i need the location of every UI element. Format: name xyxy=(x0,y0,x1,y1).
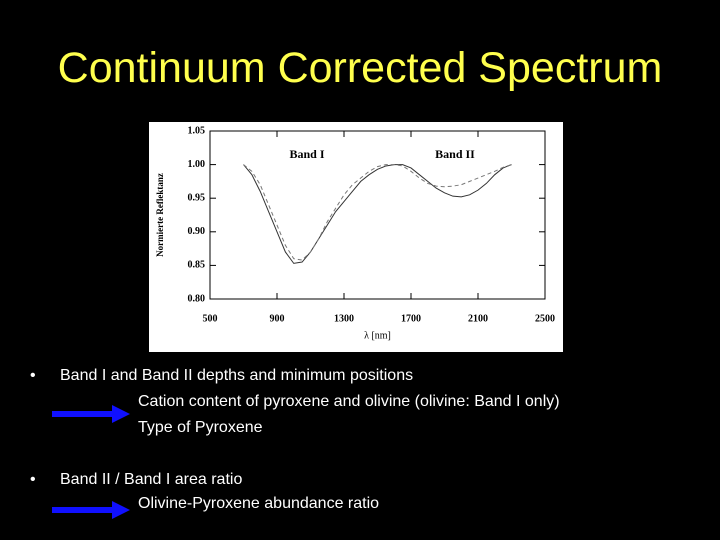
arrow xyxy=(52,405,130,423)
plot-frame xyxy=(209,130,546,300)
x-tick-label: 900 xyxy=(270,313,285,324)
sub-text: Type of Pyroxene xyxy=(138,419,263,436)
spectrum-line xyxy=(243,164,512,261)
x-tick-label: 500 xyxy=(203,313,218,324)
y-tick-label: 1.05 xyxy=(188,125,206,136)
y-tick-label: 0.90 xyxy=(188,226,206,237)
annotation: Band I xyxy=(289,147,324,161)
sub-text: Cation content of pyroxene and olivine (… xyxy=(138,393,560,410)
bullet-text: Band II / Band I area ratio xyxy=(60,471,243,488)
x-tick-label: 1300 xyxy=(334,313,354,324)
bullet-dot: • xyxy=(30,367,36,384)
chart: 0.80 0.85 0.90 0.95 1.00 1.05 500 900 1300 1700 21… xyxy=(155,125,555,341)
y-tick-label: 1.00 xyxy=(188,159,206,170)
bullet-dot: • xyxy=(30,471,36,488)
y-axis-label: Normierte Reflektanz xyxy=(155,173,165,257)
annotation: Band II xyxy=(435,147,475,161)
spectrum-line xyxy=(243,164,512,264)
arrow xyxy=(52,501,130,519)
slide-title: Continuum Corrected Spectrum xyxy=(57,44,663,92)
y-tick-label: 0.85 xyxy=(188,260,206,271)
bullet-text: Band I and Band II depths and minimum po… xyxy=(60,367,414,384)
x-tick-label: 1700 xyxy=(401,313,421,324)
x-axis-label: λ [nm] xyxy=(364,330,391,341)
x-tick-label: 2500 xyxy=(535,313,555,324)
x-tick-label: 2100 xyxy=(468,313,488,324)
chart-box: 0.80 0.85 0.90 0.95 1.00 1.05 500 900 1300 1700 21… xyxy=(149,122,563,352)
y-tick-label: 0.80 xyxy=(188,293,206,304)
y-tick-label: 0.95 xyxy=(188,192,206,203)
sub-text: Olivine-Pyroxene abundance ratio xyxy=(138,495,380,512)
